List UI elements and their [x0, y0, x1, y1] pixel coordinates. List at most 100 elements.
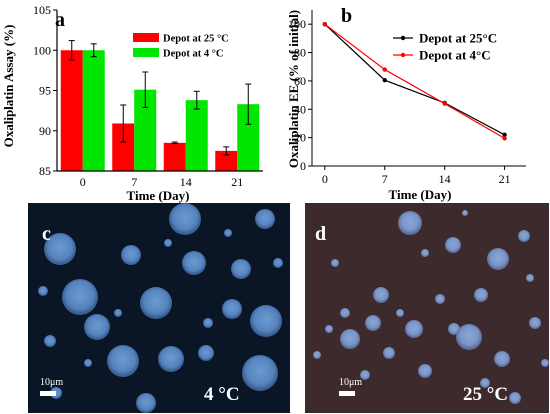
- panel-a-bar: [163, 142, 186, 171]
- panel-a-x-tick-label: 21: [231, 175, 243, 189]
- micrograph-d-droplet: [383, 347, 395, 359]
- micrograph-c-droplet: [224, 229, 232, 237]
- panel-a-bar: [134, 89, 157, 171]
- panel-b-y-tick-label: 0: [300, 159, 306, 173]
- panel-a-legend-swatch: [133, 33, 159, 42]
- micrograph-c-droplet: [222, 299, 242, 319]
- micrograph-c-droplet: [44, 335, 56, 347]
- panel-a-bar: [185, 100, 208, 171]
- panel-d-letter: d: [315, 223, 326, 245]
- panel-a-legend-label: Depot at 4 °C: [163, 49, 223, 60]
- panel-b-lines: [322, 21, 507, 141]
- micrograph-c-droplet: [136, 393, 156, 413]
- panel-a-y-axis-label: Oxaliplatin Assay (%): [1, 25, 16, 148]
- panel-a-bar: [237, 104, 260, 171]
- panel-b-x-tick-label: 14: [439, 172, 451, 186]
- micrograph-d-droplet: [435, 294, 445, 304]
- micrograph-d-droplet: [373, 287, 389, 303]
- panel-d-micrograph: d 25 °C 10μm: [305, 203, 549, 413]
- panel-b-series-line: [324, 23, 505, 139]
- micrograph-d-droplet: [360, 370, 370, 380]
- micrograph-c-droplet: [114, 309, 122, 317]
- panel-a-legend-label: Depot at 25 °C: [163, 34, 229, 45]
- micrograph-c-droplet: [121, 245, 141, 265]
- panel-b-x-tick-label: 7: [382, 172, 388, 186]
- panel-a-y-tick-label: 90: [39, 124, 51, 138]
- micrograph-c-droplet: [158, 346, 184, 372]
- micrograph-c-droplet: [242, 355, 278, 391]
- panel-a-bar: [112, 123, 135, 171]
- micrograph-d-droplet: [509, 392, 521, 404]
- micrograph-d-droplet: [445, 237, 461, 253]
- panel-b-data-point: [322, 21, 328, 27]
- panel-c-letter: c: [42, 223, 51, 245]
- micrograph-d-droplet: [365, 315, 381, 331]
- panel-a-x-ticks: 0 7 14 21: [80, 175, 244, 189]
- panel-c-micrograph: c 4 °C 10μm: [28, 203, 290, 413]
- panel-b-series-line: [324, 23, 505, 136]
- micrograph-c-droplet: [38, 286, 48, 296]
- panel-b-x-tick-label: 0: [322, 172, 328, 186]
- panel-a-y-tick-label: 105: [33, 3, 51, 17]
- panel-b-data-point: [502, 136, 507, 141]
- panel-b-data-point: [382, 67, 387, 72]
- panel-b-axes: 0 20 40 60 80 100 0 7 14 21: [288, 10, 526, 186]
- panel-a-x-axis-label: Time (Day): [127, 188, 190, 203]
- panel-a-error-bars: [68, 40, 252, 156]
- micrograph-d-background: [305, 203, 549, 413]
- micrograph-c-droplets: [38, 203, 283, 413]
- micrograph-d-droplet: [325, 325, 333, 333]
- micrograph-c-droplet: [169, 203, 201, 235]
- micrograph-d-droplet: [398, 211, 422, 235]
- panel-d-scale-bar: [339, 391, 355, 396]
- micrograph-c-droplet: [231, 259, 251, 279]
- micrograph-c-droplet: [273, 258, 283, 268]
- micrograph-d-droplet: [405, 320, 423, 338]
- panel-b-y-axis-label: Oxaliplatin EE (% of initial): [286, 10, 301, 168]
- micrograph-c-droplet: [164, 239, 172, 247]
- panel-a-legend: Depot at 25 °C Depot at 4 °C: [133, 33, 229, 60]
- panel-b-y-tick-label: 100: [288, 17, 306, 31]
- micrograph-d-droplet: [541, 359, 549, 367]
- micrograph-d-droplet: [331, 259, 339, 267]
- panel-a-bars: [60, 50, 260, 171]
- micrograph-d-droplet: [526, 274, 534, 282]
- panel-b-data-point: [502, 132, 507, 137]
- panel-c-scale-bar: [40, 391, 56, 396]
- micrograph-c-droplet: [255, 209, 275, 229]
- panel-b-y-tick-label: 40: [294, 102, 306, 116]
- panel-a-bar: [215, 150, 238, 171]
- micrograph-c-droplet: [182, 251, 206, 275]
- panel-a-x-tick-label: 0: [80, 175, 86, 189]
- panel-a-y-tick-label: 100: [33, 43, 51, 57]
- panel-a-x-tick-label: 14: [180, 175, 192, 189]
- panel-b-legend-label: Depot at 4°C: [419, 48, 491, 63]
- micrograph-d-droplet: [480, 378, 490, 388]
- micrograph-d-droplet: [313, 351, 321, 359]
- panel-a-legend-swatch: [133, 48, 159, 57]
- panel-b-y-tick-label: 20: [294, 131, 306, 145]
- panel-b-x-axis-label: Time (Day): [389, 187, 452, 202]
- panel-b-legend: Depot at 25°C Depot at 4°C: [393, 31, 497, 63]
- panel-a-letter: a: [55, 9, 65, 31]
- micrograph-d-droplet: [340, 329, 360, 349]
- micrograph-d-droplet: [418, 364, 432, 378]
- micrograph-d-droplet: [421, 249, 429, 257]
- panel-a-x-tick-label: 7: [131, 175, 137, 189]
- panel-b-x-tick-label: 21: [499, 172, 511, 186]
- panel-b-letter: b: [341, 5, 352, 27]
- panel-b-legend-label: Depot at 25°C: [419, 31, 497, 46]
- panel-a-bar: [60, 50, 83, 171]
- micrograph-c-droplet: [84, 314, 110, 340]
- micrograph-c-droplet: [44, 233, 76, 265]
- micrograph-c-droplet: [140, 287, 172, 319]
- panel-a-bar-chart: 85 90 95 100 105 0 7 14 21 Oxaliplatin Assay (%…: [1, 3, 263, 203]
- panel-a-y-ticks: 85 90 95 100 105: [33, 3, 57, 178]
- micrograph-c-droplet: [84, 359, 92, 367]
- panel-c-scale-bar-label: 10μm: [40, 377, 63, 388]
- panel-b-legend-marker: [400, 52, 406, 58]
- micrograph-c-droplet: [203, 318, 213, 328]
- micrograph-d-droplet: [340, 308, 350, 318]
- panel-b-y-tick-label: 80: [294, 46, 306, 60]
